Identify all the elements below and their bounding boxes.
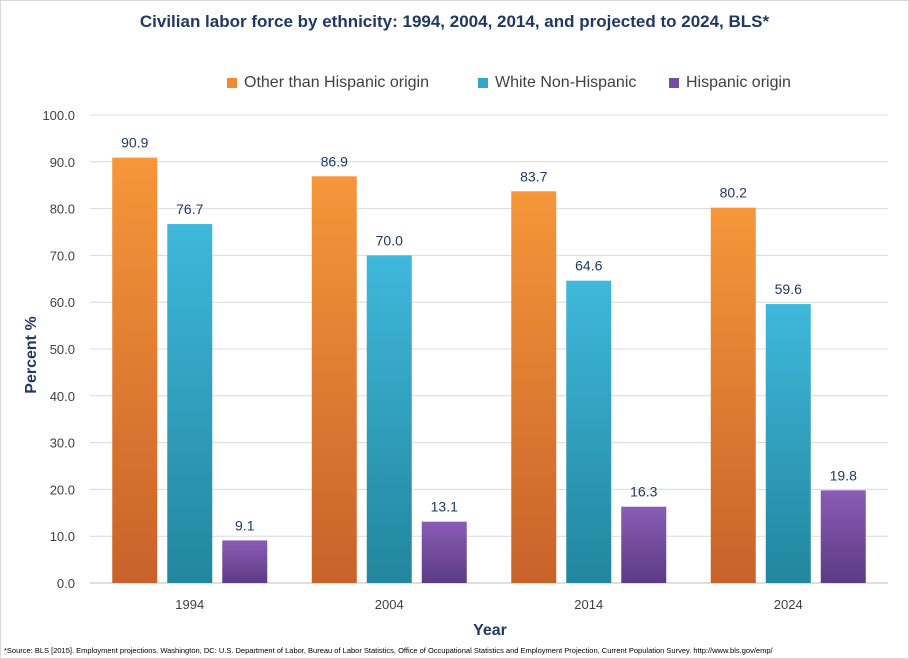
x-tick-label: 2014 [574,597,603,612]
data-label: 76.7 [176,201,203,217]
bar-2014-series-2 [621,506,667,583]
y-tick-label: 0.0 [57,576,75,591]
x-tick-label: 1994 [175,597,204,612]
bar-2004-series-0 [311,176,357,584]
data-labels: 90.9 76.7 9.1 86.9 70.0 13.1 83.7 64.6 16.3 80.2 5… [121,135,857,534]
data-label: 86.9 [321,153,348,169]
bar-1994-series-0 [112,157,158,583]
y-tick-label: 30.0 [50,436,75,451]
bar-1994-series-1 [167,224,213,583]
y-tick-label: 80.0 [50,202,75,217]
x-axis-label: Year [473,622,507,639]
data-label: 80.2 [720,185,747,201]
data-label: 64.6 [575,258,602,274]
data-label: 9.1 [235,517,255,533]
data-label: 83.7 [520,168,547,184]
bar-2014-series-1 [566,280,612,583]
data-label: 13.1 [431,499,458,515]
bar-2014-series-0 [511,191,557,583]
y-tick-labels: 0.0 10.0 20.0 30.0 40.0 50.0 60.0 70.0 80.0 90.0 1… [42,108,75,591]
legend-swatch-hispanic-origin [669,78,679,88]
y-tick-label: 60.0 [50,295,75,310]
y-tick-label: 100.0 [42,108,75,123]
x-tick-label: 2024 [774,597,803,612]
chart-title: Civilian labor force by ethnicity: 1994,… [139,12,770,31]
legend-item-white-non-hispanic: White Non-Hispanic [478,74,636,92]
data-label: 16.3 [630,484,657,500]
legend-item-hispanic-origin: Hispanic origin [669,74,791,92]
y-tick-label: 20.0 [50,482,75,497]
y-tick-label: 10.0 [50,529,75,544]
legend-label-other-than-hispanic: Other than Hispanic origin [244,74,429,91]
data-label: 19.8 [830,467,857,483]
bar-2004-series-2 [421,521,467,583]
data-label: 90.9 [121,135,148,151]
y-tick-label: 40.0 [50,389,75,404]
y-tick-label: 90.0 [50,155,75,170]
bar-1994-series-2 [222,540,268,583]
y-axis-label: Percent % [23,316,40,393]
legend-swatch-white-non-hispanic [478,78,488,88]
bar-2024-series-2 [820,490,866,583]
data-label: 59.6 [775,281,802,297]
y-tick-label: 50.0 [50,342,75,357]
x-tick-labels: 1994 2004 2014 2024 [175,597,802,612]
bar-2004-series-1 [366,255,412,583]
legend-item-other-than-hispanic: Other than Hispanic origin [227,74,429,92]
data-label: 70.0 [376,232,403,248]
bar-2024-series-1 [765,304,811,583]
legend-label-hispanic-origin: Hispanic origin [686,74,791,91]
legend-swatch-other-than-hispanic [227,78,237,88]
x-tick-label: 2004 [375,597,404,612]
bar-2024-series-0 [710,207,756,583]
bars [112,157,866,584]
source-note: *Source: BLS [2015]. Employment projecti… [4,646,773,655]
legend: Other than Hispanic origin White Non-His… [0,74,909,96]
y-tick-label: 70.0 [50,248,75,263]
legend-label-white-non-hispanic: White Non-Hispanic [495,74,637,91]
